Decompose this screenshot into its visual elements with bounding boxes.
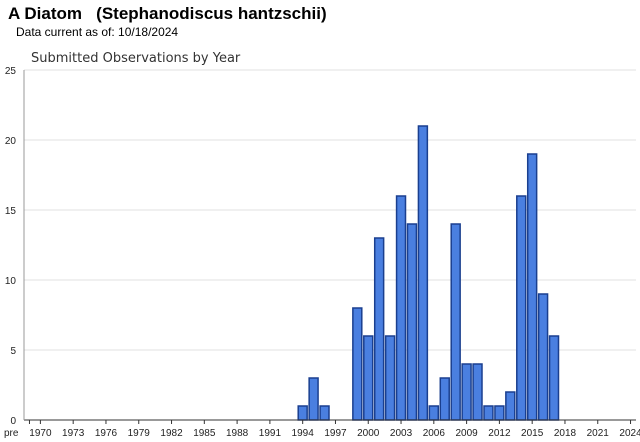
x-tick-label: 2009 xyxy=(455,428,478,439)
bar-1999 xyxy=(352,307,363,421)
x-tick-label: 2003 xyxy=(390,428,413,439)
x-tick-label: 2021 xyxy=(587,428,610,439)
bar-2015 xyxy=(526,153,538,421)
bar-2006 xyxy=(428,405,440,421)
y-tick-label: 5 xyxy=(10,346,16,357)
bar-2013 xyxy=(505,391,516,421)
bar-2014 xyxy=(516,195,527,421)
y-tick-label: 10 xyxy=(5,276,17,287)
x-tick-label: 2012 xyxy=(488,428,511,439)
x-tick-label: 2024 xyxy=(619,428,640,439)
page-title: A Diatom (Stephanodiscus hantzschii) xyxy=(8,4,327,23)
bar-2016 xyxy=(537,293,549,421)
x-tick-label: 1991 xyxy=(259,428,282,439)
y-tick-labels: 0 5 10 15 20 25 xyxy=(5,66,17,427)
x-tick-label: 1988 xyxy=(226,428,249,439)
x-tick-label: 2006 xyxy=(423,428,446,439)
x-tick-label: 1970 xyxy=(29,428,52,439)
bar-1996 xyxy=(319,405,330,421)
bars xyxy=(297,125,560,421)
x-tick-label: 2018 xyxy=(554,428,577,439)
bar-2010 xyxy=(472,363,483,421)
data-current-date: Data current as of: 10/18/2024 xyxy=(16,25,179,39)
x-tick-label: 1994 xyxy=(292,428,315,439)
x-tick-label: 1976 xyxy=(95,428,118,439)
chart-title: Submitted Observations by Year xyxy=(31,51,241,66)
x-tick-label: 2015 xyxy=(521,428,544,439)
bar-2007 xyxy=(439,377,450,421)
y-tick-label: 15 xyxy=(5,206,17,217)
bar-2008 xyxy=(450,223,461,421)
x-tick-label: 1973 xyxy=(62,428,85,439)
x-tick-label: 1982 xyxy=(160,428,183,439)
x-tick-label: pre xyxy=(4,428,19,439)
bar-2003 xyxy=(395,195,407,421)
axes xyxy=(23,70,636,421)
y-tick-label: 20 xyxy=(5,136,17,147)
x-tick-label: 1979 xyxy=(128,428,151,439)
bar-2017 xyxy=(548,335,560,421)
bar-2001 xyxy=(373,237,385,421)
bar-2011 xyxy=(483,405,494,421)
y-tick-label: 0 xyxy=(10,416,16,427)
bar-2009 xyxy=(461,363,472,421)
x-tick-labels: pre 1970 1973 1976 1979 1982 1985 1988 1991 1994 1… xyxy=(4,420,640,439)
bar-1994 xyxy=(297,405,308,421)
x-tick-label: 1997 xyxy=(324,428,347,439)
x-tick-label: 1985 xyxy=(193,428,216,439)
x-tick-label: 2000 xyxy=(357,428,380,439)
bar-1995 xyxy=(308,377,319,421)
bar-2004 xyxy=(406,223,418,421)
bar-2002 xyxy=(384,335,396,421)
bar-2000 xyxy=(363,335,374,421)
bar-2012 xyxy=(494,405,505,421)
bar-2005 xyxy=(417,125,429,421)
y-tick-label: 25 xyxy=(5,66,17,77)
